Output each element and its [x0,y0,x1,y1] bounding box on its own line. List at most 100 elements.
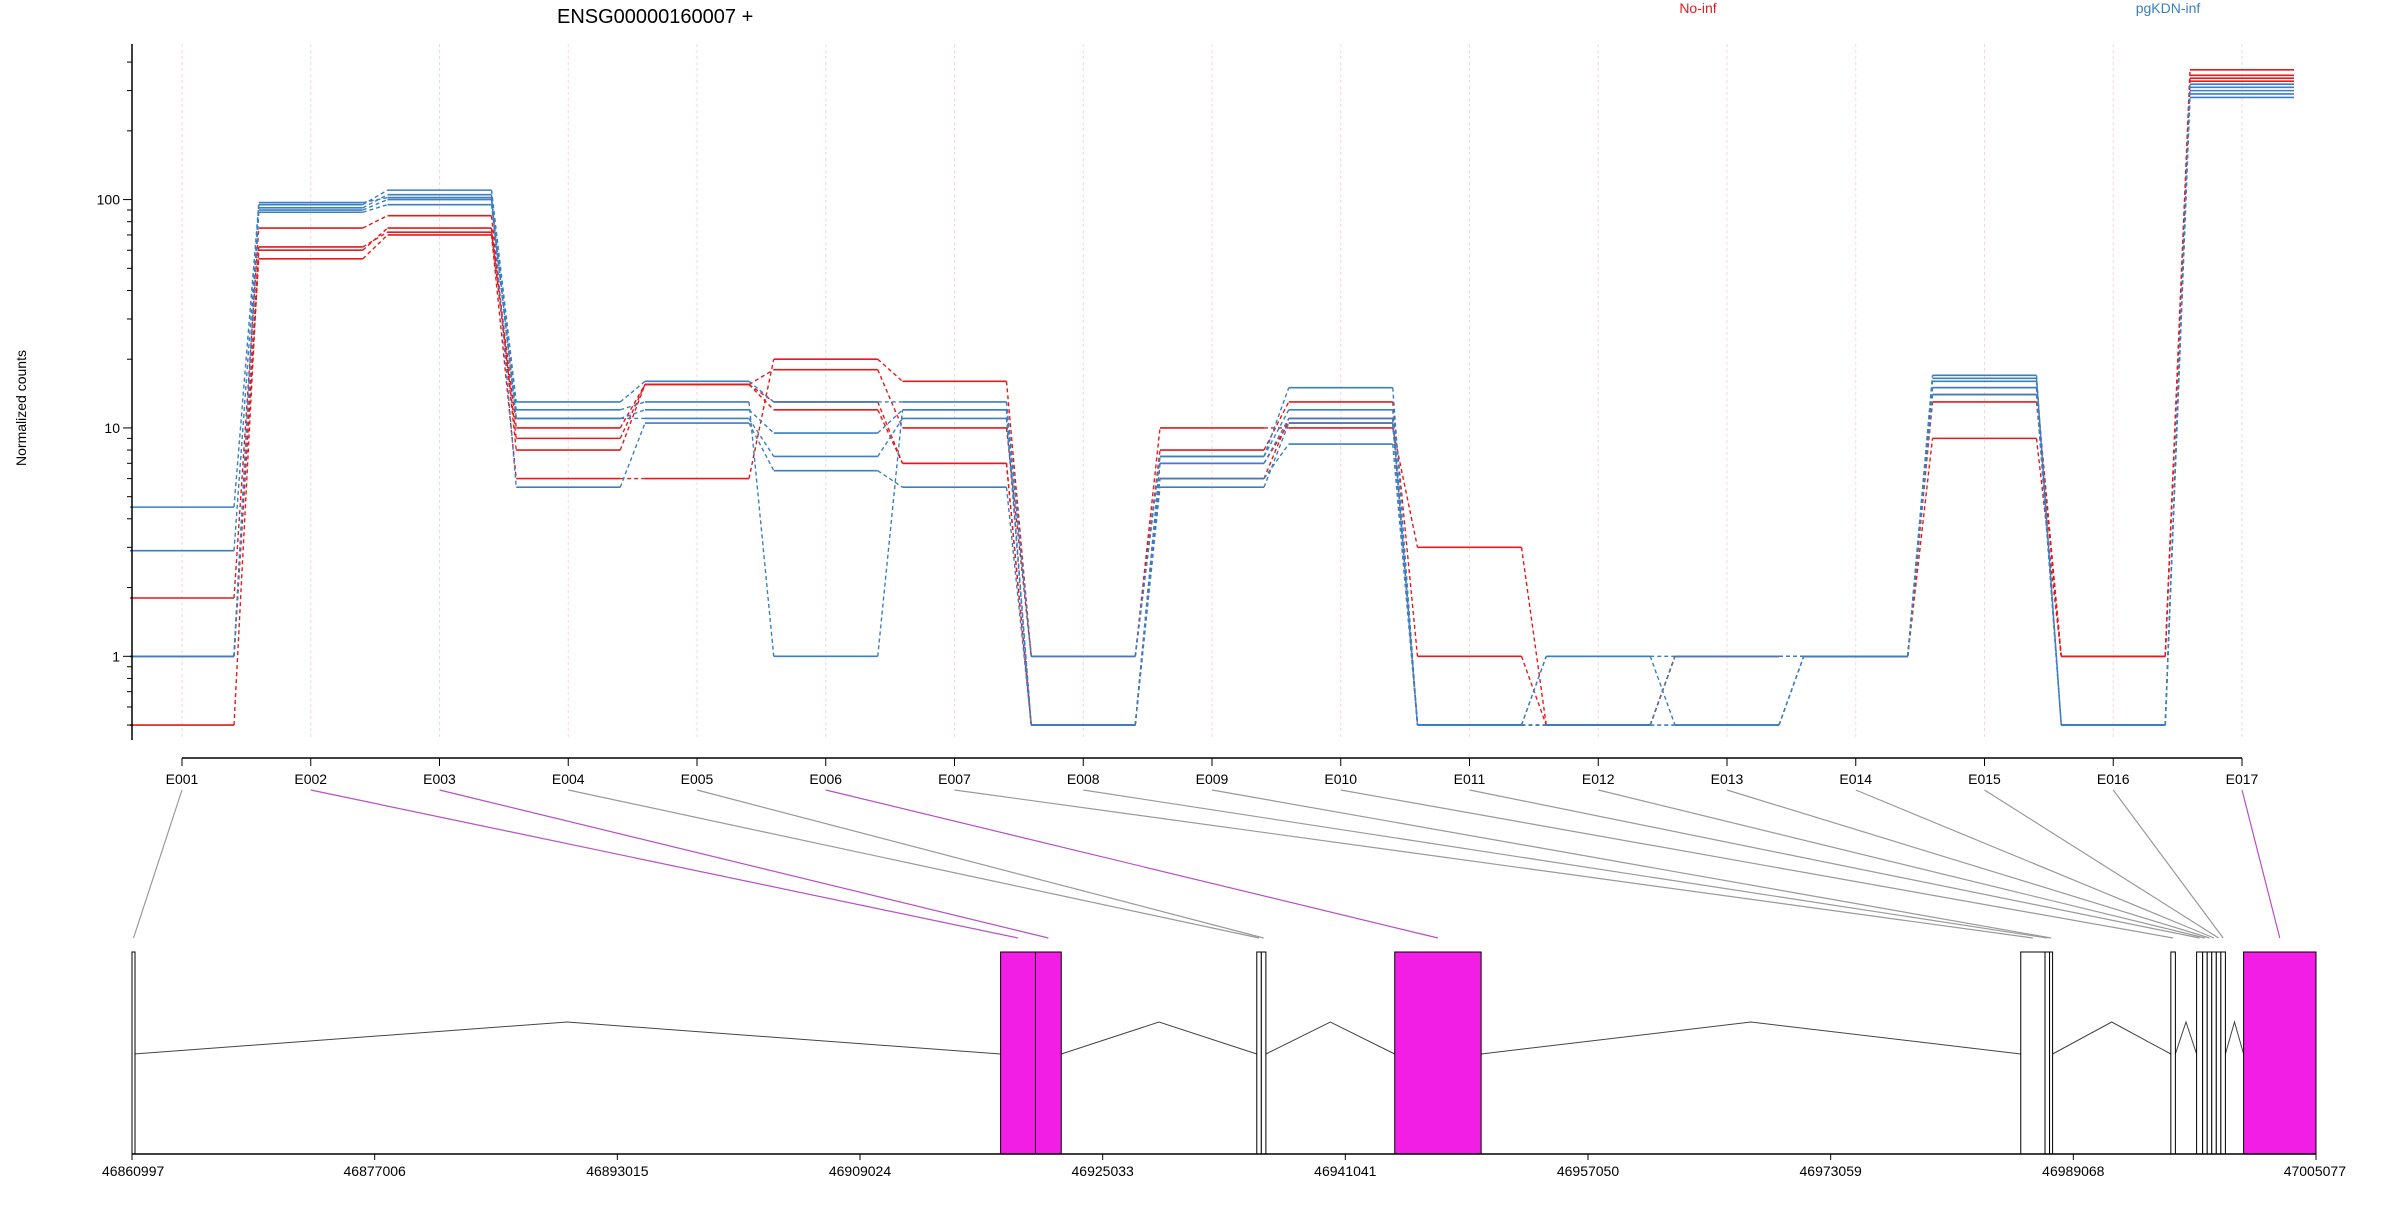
exon-E003 [1034,951,1062,1155]
series-connector [1392,418,1419,726]
series-connector [748,422,775,471]
genomic-tick-label: 47005077 [2284,1163,2347,1179]
series-connector [619,384,646,439]
series-connector [2164,84,2191,726]
exon-link-E015 [1984,789,2219,939]
genomic-tick-label: 46860997 [102,1163,165,1179]
series-connector [1263,409,1290,457]
exon-link-E006 [825,789,1439,939]
exon-E001 [131,951,136,1155]
series-connector [490,194,517,488]
exon-link-E012 [1598,789,2206,939]
x-tick-label: E014 [1839,771,1872,787]
series-6 [130,86,2294,726]
series-connector [362,196,388,204]
series-connector [362,215,388,229]
series-connector [233,250,260,726]
intron [133,1021,1001,1055]
intron [1265,1021,1395,1055]
exon-link-E016 [2112,789,2224,939]
series-connector [1392,423,1419,726]
genomic-tick-label: 46925033 [1072,1163,1135,1179]
series-connector [1392,443,1419,726]
series-connector [748,401,775,657]
series-connector [620,409,646,420]
genomic-tick-label: 46973059 [1800,1163,1863,1179]
x-tick-label: E008 [1067,771,1100,787]
legend-entry-no-inf: No-inf [1679,0,1716,16]
series-connector [1520,656,1547,726]
exon-link-E010 [1340,789,2174,939]
x-tick-label: E010 [1324,771,1357,787]
x-tick-label: E016 [2097,771,2130,787]
series-connector [1263,387,1290,457]
chart-gridlines [181,44,2243,740]
series-connector [362,198,388,211]
exon-link-E007 [954,789,2033,939]
exon-E013 [2206,951,2213,1155]
x-tick-label: E013 [1711,771,1744,787]
exon-link-E017 [2241,789,2281,939]
genomic-tick-label: 46909024 [829,1163,892,1179]
series-connector [748,383,775,403]
series-connector [1134,487,1161,726]
genomic-coordinate-axis: 46860997 46877006 46893015 46909024 46925033… [102,1153,2347,1179]
series-connector [1005,409,1032,657]
chart-axes: 1 10 100 E001 E002 E003 E004 E005 E006 E007 E008 E0… [97,44,2259,787]
x-tick-label: E004 [552,771,585,787]
series-connector [1907,378,1934,657]
x-tick-label: E009 [1196,771,1229,787]
series-connector [619,380,646,403]
series-connector [877,401,904,464]
exon-E007 [2020,951,2046,1155]
genomic-tick-label: 46877006 [344,1163,407,1179]
exon-link-E002 [310,789,1019,939]
series-connector [233,209,260,551]
intron [1481,1021,2021,1055]
exon-E015 [2215,951,2222,1155]
x-tick-label: E012 [1582,771,1615,787]
series-connector [362,234,388,260]
y-tick-label: 1 [112,648,120,664]
x-tick-label: E002 [294,771,327,787]
series-connector [748,359,775,479]
exon-E009 [2049,951,2054,1155]
series-connector [620,401,646,411]
intron [2052,1021,2172,1055]
exon-link-E009 [1211,789,2052,939]
series-connector [1907,438,1934,657]
series-connector [1134,427,1161,657]
series-connector [490,197,517,410]
chart-series [130,69,2294,726]
exon-E002 [1000,951,1036,1155]
series-connector [1005,463,1032,726]
series-connector [490,234,517,479]
series-connector [877,369,904,429]
series-connector [877,418,904,457]
series-connector [2035,394,2062,726]
series-5 [130,89,2294,726]
exon-E008 [2044,951,2051,1155]
series-connector [362,203,388,213]
intron [2224,1020,2245,1055]
series-connector [2035,378,2062,726]
exon-E006 [1394,951,1482,1155]
exon-E010 [2170,951,2176,1155]
x-tick-label: E006 [809,771,842,787]
exon-link-E005 [696,789,1264,939]
series-connector [362,189,388,206]
intron [1061,1021,1257,1055]
series-connector [748,418,775,457]
series-connector [233,246,260,657]
genomic-tick-label: 46989068 [2042,1163,2105,1179]
series-connector [1263,443,1290,480]
series-connector [490,190,517,402]
series-connector [1520,547,1547,726]
series-connector [619,384,646,451]
x-tick-label: E007 [938,771,971,787]
legend-entry-pgkdn-inf: pgKDN-inf [2136,0,2201,16]
series-connector [1907,394,1934,657]
series-connector [362,231,388,248]
series-connector [1134,478,1161,726]
